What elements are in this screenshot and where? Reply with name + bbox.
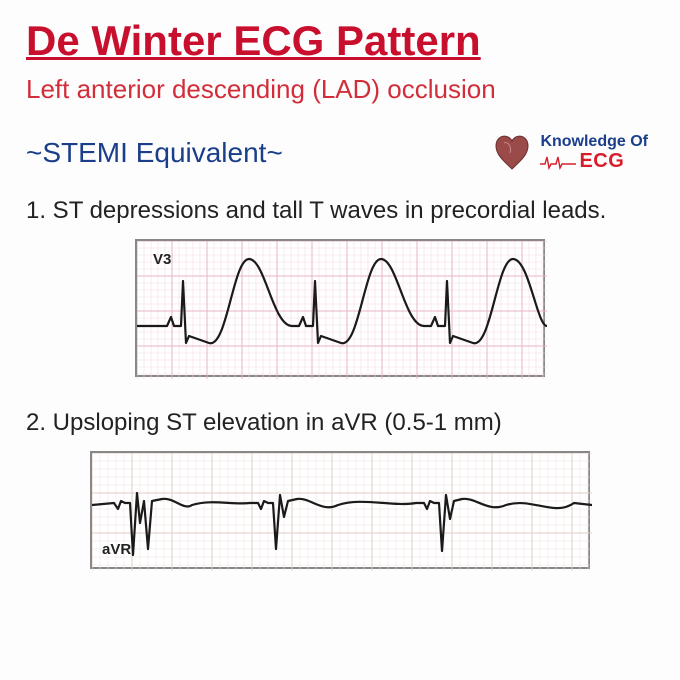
ecg-trace-icon	[540, 154, 576, 170]
ecg-strip-2-wrap: aVR	[26, 451, 654, 569]
subtitle: Left anterior descending (LAD) occlusion	[26, 74, 654, 105]
ecg-strip-avr: aVR	[90, 451, 590, 569]
logo-bottom-text: ECG	[579, 151, 624, 172]
heart-icon	[490, 133, 534, 173]
lead-label: V3	[153, 251, 171, 268]
lead-label: aVR	[102, 541, 131, 558]
ecg-strip-1-wrap: V3	[26, 239, 654, 377]
ecg-strip-v3: V3	[135, 239, 545, 377]
knowledge-of-ecg-logo: Knowledge Of ECG	[490, 133, 648, 173]
stemi-row: ~STEMI Equivalent~ Knowledge Of ECG	[26, 133, 654, 173]
logo-top-text: Knowledge Of	[540, 134, 648, 151]
page-title: De Winter ECG Pattern	[26, 18, 654, 64]
point-2-text: 2. Upsloping ST elevation in aVR (0.5-1 …	[26, 409, 654, 437]
stemi-equivalent-label: ~STEMI Equivalent~	[26, 137, 283, 169]
point-1-text: 1. ST depressions and tall T waves in pr…	[26, 197, 654, 225]
